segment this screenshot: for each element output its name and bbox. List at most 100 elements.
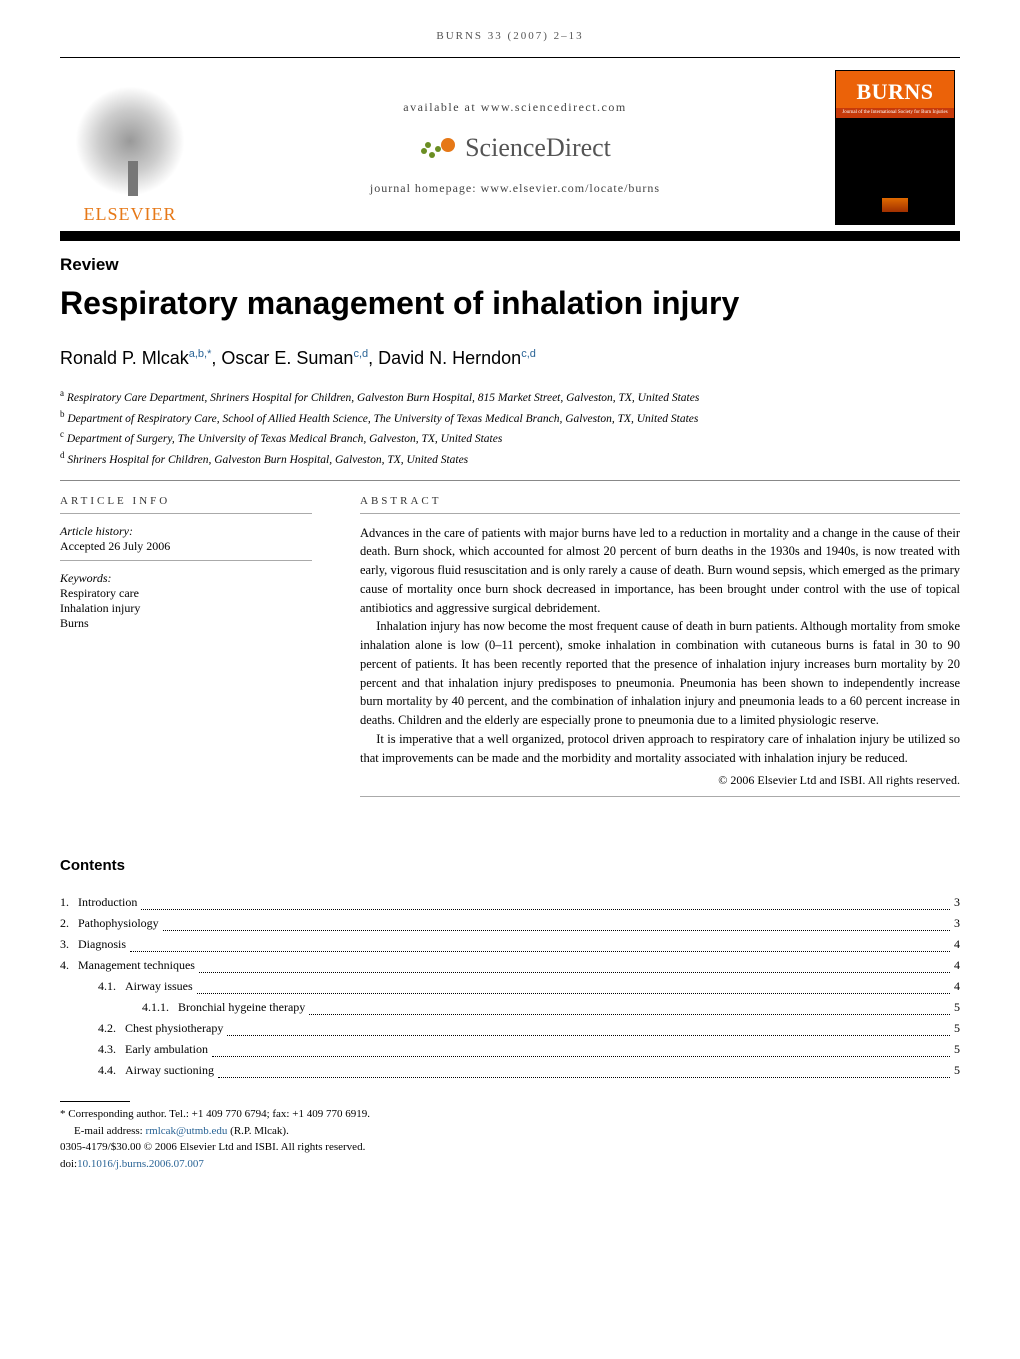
toc-page: 5 — [954, 1060, 960, 1081]
contents-heading: Contents — [60, 857, 960, 874]
abstract-p2: Inhalation injury has now become the mos… — [360, 617, 960, 730]
toc-number: 3. — [60, 934, 78, 955]
footnote-rule — [60, 1101, 130, 1102]
cover-title: BURNS — [836, 71, 954, 108]
toc-label: Airway issues — [125, 976, 193, 997]
toc-leader — [309, 1014, 950, 1015]
thick-rule — [60, 231, 960, 241]
toc-label: Pathophysiology — [78, 913, 159, 934]
article-info-heading: ARTICLE INFO — [60, 495, 312, 507]
sub-rule-2 — [60, 560, 312, 561]
journal-homepage-text[interactable]: journal homepage: www.elsevier.com/locat… — [370, 181, 660, 196]
email-line: E-mail address: rmlcak@utmb.edu (R.P. Ml… — [60, 1123, 960, 1140]
toc-page: 4 — [954, 955, 960, 976]
keyword-3: Burns — [60, 616, 312, 631]
affiliation-a: a Respiratory Care Department, Shriners … — [60, 387, 960, 408]
toc-page: 4 — [954, 934, 960, 955]
sciencedirect-logo[interactable]: ScienceDirect — [419, 133, 611, 163]
doi-link[interactable]: 10.1016/j.burns.2006.07.007 — [77, 1158, 204, 1170]
banner-center: available at www.sciencedirect.com Scien… — [220, 70, 810, 225]
running-head: BURNS 33 (2007) 2–13 — [60, 30, 960, 42]
toc-label: Airway suctioning — [125, 1060, 214, 1081]
toc-row[interactable]: 4.3. Early ambulation 5 — [60, 1039, 960, 1060]
toc-leader — [141, 909, 950, 910]
affiliation-d: d Shriners Hospital for Children, Galves… — [60, 449, 960, 470]
toc-page: 5 — [954, 1039, 960, 1060]
article-type: Review — [60, 255, 960, 275]
toc-row[interactable]: 2. Pathophysiology 3 — [60, 913, 960, 934]
sciencedirect-text: ScienceDirect — [465, 133, 611, 163]
toc-leader — [227, 1035, 950, 1036]
toc-page: 4 — [954, 976, 960, 997]
journal-cover-thumbnail: BURNS Journal of the International Socie… — [835, 70, 955, 225]
author-1-sup: a,b,* — [189, 348, 212, 360]
info-grid: ARTICLE INFO Article history: Accepted 2… — [60, 495, 960, 808]
toc-row[interactable]: 4. Management techniques4 — [60, 955, 960, 976]
toc-leader — [218, 1077, 950, 1078]
affiliations: a Respiratory Care Department, Shriners … — [60, 387, 960, 470]
toc-page: 5 — [954, 997, 960, 1018]
toc-number: 2. — [60, 913, 78, 934]
toc-label: Chest physiotherapy — [125, 1018, 223, 1039]
toc-label: Introduction — [78, 892, 137, 913]
toc-number: 4.1.1. — [142, 997, 178, 1018]
affiliation-c: c Department of Surgery, The University … — [60, 428, 960, 449]
email-link[interactable]: rmlcak@utmb.edu — [145, 1125, 227, 1137]
toc-page: 3 — [954, 913, 960, 934]
abstract-copyright: © 2006 Elsevier Ltd and ISBI. All rights… — [360, 773, 960, 788]
toc-row[interactable]: 3. Diagnosis 4 — [60, 934, 960, 955]
corresponding-author-note: * Corresponding author. Tel.: +1 409 770… — [60, 1106, 960, 1123]
article-info-column: ARTICLE INFO Article history: Accepted 2… — [60, 495, 312, 808]
author-3: , David N. Herndon — [368, 348, 521, 368]
toc-label: Diagnosis — [78, 934, 126, 955]
author-3-sup: c,d — [521, 348, 536, 360]
sub-rule-3 — [360, 513, 960, 514]
elsevier-tree-icon — [75, 86, 185, 196]
accepted-date: Accepted 26 July 2006 — [60, 539, 312, 554]
toc-leader — [130, 951, 950, 952]
toc-label: Early ambulation — [125, 1039, 208, 1060]
toc-page: 5 — [954, 1018, 960, 1039]
footnotes: * Corresponding author. Tel.: +1 409 770… — [60, 1106, 960, 1172]
cover-subtitle: Journal of the International Society for… — [836, 108, 954, 118]
available-at-text: available at www.sciencedirect.com — [403, 100, 626, 115]
cover-body — [836, 118, 954, 224]
toc-row[interactable]: 1. Introduction 3 — [60, 892, 960, 913]
toc-leader — [163, 930, 950, 931]
abstract-column: ABSTRACT Advances in the care of patient… — [360, 495, 960, 808]
abstract-p3: It is imperative that a well organized, … — [360, 730, 960, 768]
banner-right: BURNS Journal of the International Socie… — [830, 70, 960, 225]
toc-label: Bronchial hygeine therapy — [178, 997, 305, 1018]
journal-banner: ELSEVIER available at www.sciencedirect.… — [60, 57, 960, 225]
author-list: Ronald P. Mlcaka,b,*, Oscar E. Sumanc,d,… — [60, 348, 960, 369]
toc-number: 4. — [60, 955, 78, 976]
article-title: Respiratory management of inhalation inj… — [60, 285, 960, 322]
author-1: Ronald P. Mlcak — [60, 348, 189, 368]
sub-rule — [60, 513, 312, 514]
toc-leader — [199, 972, 950, 973]
history-label: Article history: — [60, 524, 312, 539]
toc-number: 4.1. — [98, 976, 125, 997]
toc-leader — [197, 993, 950, 994]
toc-page: 3 — [954, 892, 960, 913]
info-separator — [60, 480, 960, 481]
publisher-name: ELSEVIER — [84, 204, 177, 225]
affiliation-b: b Department of Respiratory Care, School… — [60, 408, 960, 429]
sub-rule-4 — [360, 796, 960, 797]
toc-row[interactable]: 4.2. Chest physiotherapy 5 — [60, 1018, 960, 1039]
keyword-2: Inhalation injury — [60, 601, 312, 616]
toc-number: 4.2. — [98, 1018, 125, 1039]
publisher-logo-block: ELSEVIER — [60, 70, 200, 225]
table-of-contents: 1. Introduction32. Pathophysiology33. Di… — [60, 892, 960, 1081]
doi-line: doi:10.1016/j.burns.2006.07.007 — [60, 1156, 960, 1173]
keywords-label: Keywords: — [60, 571, 312, 586]
toc-number: 4.3. — [98, 1039, 125, 1060]
abstract-p1: Advances in the care of patients with ma… — [360, 524, 960, 618]
toc-number: 1. — [60, 892, 78, 913]
abstract-body: Advances in the care of patients with ma… — [360, 524, 960, 768]
author-2-sup: c,d — [353, 348, 368, 360]
toc-row[interactable]: 4.4. Airway suctioning5 — [60, 1060, 960, 1081]
toc-row[interactable]: 4.1.1. Bronchial hygeine therapy 5 — [60, 997, 960, 1018]
sciencedirect-swirl-icon — [419, 134, 459, 162]
toc-row[interactable]: 4.1. Airway issues 4 — [60, 976, 960, 997]
